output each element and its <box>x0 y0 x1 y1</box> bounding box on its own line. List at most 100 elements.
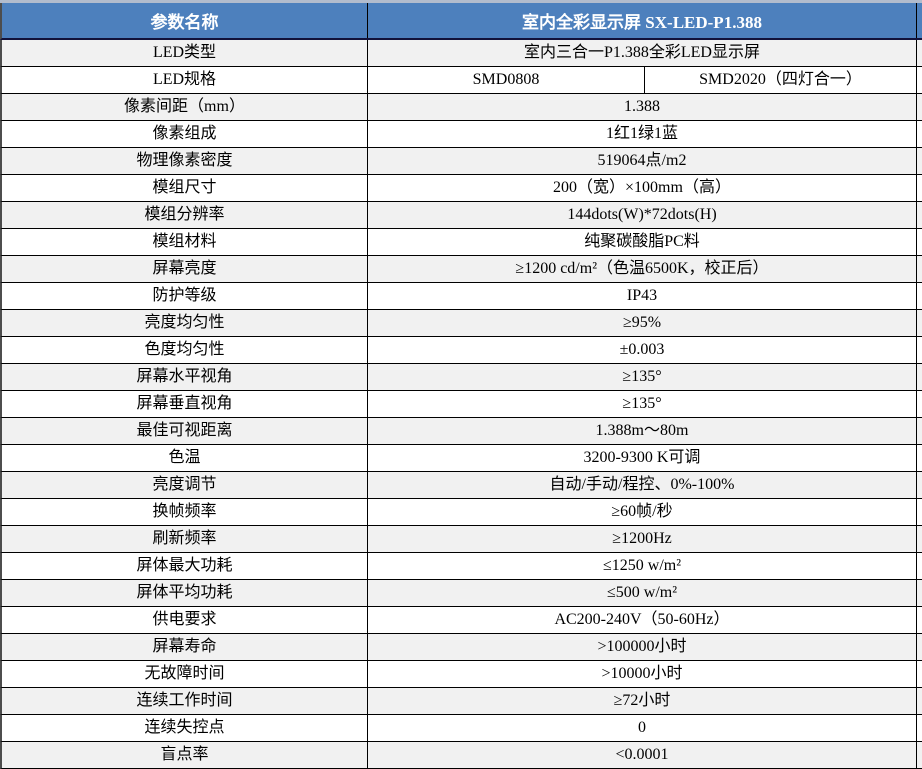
table-row: LED规格 SMD0808 SMD2020（四灯合一） <box>0 67 922 94</box>
param-label: 色温 <box>2 445 368 471</box>
row-overflow-sliver <box>917 607 922 633</box>
table-row: 屏体最大功耗 ≤1250 w/m² <box>0 553 922 580</box>
row-overflow-sliver <box>917 175 922 201</box>
table-row: 模组尺寸 200（宽）×100mm（高） <box>0 175 922 202</box>
param-label: 屏幕亮度 <box>2 256 368 282</box>
param-value: 144dots(W)*72dots(H) <box>368 202 917 228</box>
param-label: 防护等级 <box>2 283 368 309</box>
param-label: 模组尺寸 <box>2 175 368 201</box>
row-overflow-sliver <box>917 148 922 174</box>
param-value: 1.388m～80m <box>368 418 917 444</box>
param-value: 0 <box>368 715 917 741</box>
table-body: LED类型 室内三合一P1.388全彩LED显示屏 LED规格 SMD0808 SMD2… <box>0 40 922 769</box>
param-label: 盲点率 <box>2 742 368 768</box>
param-value: ≥95% <box>368 310 917 336</box>
param-value: 自动/手动/程控、0%-100% <box>368 472 917 498</box>
param-value: ≤500 w/m² <box>368 580 917 606</box>
row-overflow-sliver <box>917 121 922 147</box>
param-label: 屏幕水平视角 <box>2 364 368 390</box>
table-row: 屏幕寿命 >100000小时 <box>0 634 922 661</box>
param-label: 连续工作时间 <box>2 688 368 714</box>
row-overflow-sliver <box>917 742 922 768</box>
row-overflow-sliver <box>917 364 922 390</box>
table-row: 亮度均匀性 ≥95% <box>0 310 922 337</box>
param-value: ≥1200 cd/m²（色温6500K，校正后） <box>368 256 917 282</box>
table-row: 连续失控点 0 <box>0 715 922 742</box>
table-row: 无故障时间 >10000小时 <box>0 661 922 688</box>
param-value: 519064点/m2 <box>368 148 917 174</box>
row-overflow-sliver <box>917 310 922 336</box>
table-row: 亮度调节 自动/手动/程控、0%-100% <box>0 472 922 499</box>
param-label: 亮度均匀性 <box>2 310 368 336</box>
param-value: SMD2020（四灯合一） <box>645 67 917 93</box>
row-overflow-sliver <box>917 445 922 471</box>
param-label: 亮度调节 <box>2 472 368 498</box>
param-label: 连续失控点 <box>2 715 368 741</box>
param-label: 屏幕垂直视角 <box>2 391 368 417</box>
row-overflow-sliver <box>917 580 922 606</box>
table-row: 连续工作时间 ≥72小时 <box>0 688 922 715</box>
param-value: 1.388 <box>368 94 917 120</box>
param-label: 无故障时间 <box>2 661 368 687</box>
row-overflow-sliver <box>917 688 922 714</box>
row-overflow-sliver <box>917 67 922 93</box>
param-label: 最佳可视距离 <box>2 418 368 444</box>
table-row: 色温 3200-9300 K可调 <box>0 445 922 472</box>
header-product-name-cell: 室内全彩显示屏 SX-LED-P1.388 <box>368 3 917 38</box>
row-overflow-sliver <box>917 256 922 282</box>
param-label: 物理像素密度 <box>2 148 368 174</box>
param-label: 色度均匀性 <box>2 337 368 363</box>
table-row: 屏幕水平视角 ≥135° <box>0 364 922 391</box>
row-overflow-sliver <box>917 715 922 741</box>
table-row: 最佳可视距离 1.388m～80m <box>0 418 922 445</box>
param-label: 像素组成 <box>2 121 368 147</box>
param-value: ≥60帧/秒 <box>368 499 917 525</box>
row-overflow-sliver <box>917 526 922 552</box>
table-row: 刷新频率 ≥1200Hz <box>0 526 922 553</box>
row-overflow-sliver <box>917 553 922 579</box>
param-value: ≤1250 w/m² <box>368 553 917 579</box>
row-overflow-sliver <box>917 94 922 120</box>
param-label: 屏幕寿命 <box>2 634 368 660</box>
param-value: <0.0001 <box>368 742 917 768</box>
param-label: 屏体最大功耗 <box>2 553 368 579</box>
row-overflow-sliver <box>917 418 922 444</box>
param-label: LED类型 <box>2 40 368 66</box>
row-overflow-sliver <box>917 634 922 660</box>
header-param-name-cell: 参数名称 <box>2 3 368 38</box>
row-overflow-sliver <box>917 337 922 363</box>
param-value: ±0.003 <box>368 337 917 363</box>
param-value: 200（宽）×100mm（高） <box>368 175 917 201</box>
table-row: LED类型 室内三合一P1.388全彩LED显示屏 <box>0 40 922 67</box>
table-row: 物理像素密度 519064点/m2 <box>0 148 922 175</box>
row-overflow-sliver <box>917 40 922 66</box>
top-edge-strip <box>0 0 922 3</box>
param-value: ≥72小时 <box>368 688 917 714</box>
param-value: >10000小时 <box>368 661 917 687</box>
table-header-row: 参数名称 室内全彩显示屏 SX-LED-P1.388 <box>0 3 922 40</box>
table-row: 像素组成 1红1绿1蓝 <box>0 121 922 148</box>
row-overflow-sliver <box>917 472 922 498</box>
param-value: ≥135° <box>368 391 917 417</box>
param-value: 3200-9300 K可调 <box>368 445 917 471</box>
param-label: 模组分辨率 <box>2 202 368 228</box>
table-row: 模组材料 纯聚碳酸脂PC料 <box>0 229 922 256</box>
param-label: LED规格 <box>2 67 368 93</box>
table-row: 屏幕亮度 ≥1200 cd/m²（色温6500K，校正后） <box>0 256 922 283</box>
table-row: 屏体平均功耗 ≤500 w/m² <box>0 580 922 607</box>
param-label: 模组材料 <box>2 229 368 255</box>
row-overflow-sliver <box>917 283 922 309</box>
table-row: 换帧频率 ≥60帧/秒 <box>0 499 922 526</box>
row-overflow-sliver <box>917 202 922 228</box>
param-value: AC200-240V（50-60Hz） <box>368 607 917 633</box>
param-label: 换帧频率 <box>2 499 368 525</box>
row-overflow-sliver <box>917 391 922 417</box>
table-row: 供电要求 AC200-240V（50-60Hz） <box>0 607 922 634</box>
row-overflow-sliver <box>917 499 922 525</box>
param-value: 1红1绿1蓝 <box>368 121 917 147</box>
param-value: SMD0808 <box>368 67 645 93</box>
param-value: >100000小时 <box>368 634 917 660</box>
param-label: 供电要求 <box>2 607 368 633</box>
table-row: 屏幕垂直视角 ≥135° <box>0 391 922 418</box>
table-row: 像素间距（mm） 1.388 <box>0 94 922 121</box>
